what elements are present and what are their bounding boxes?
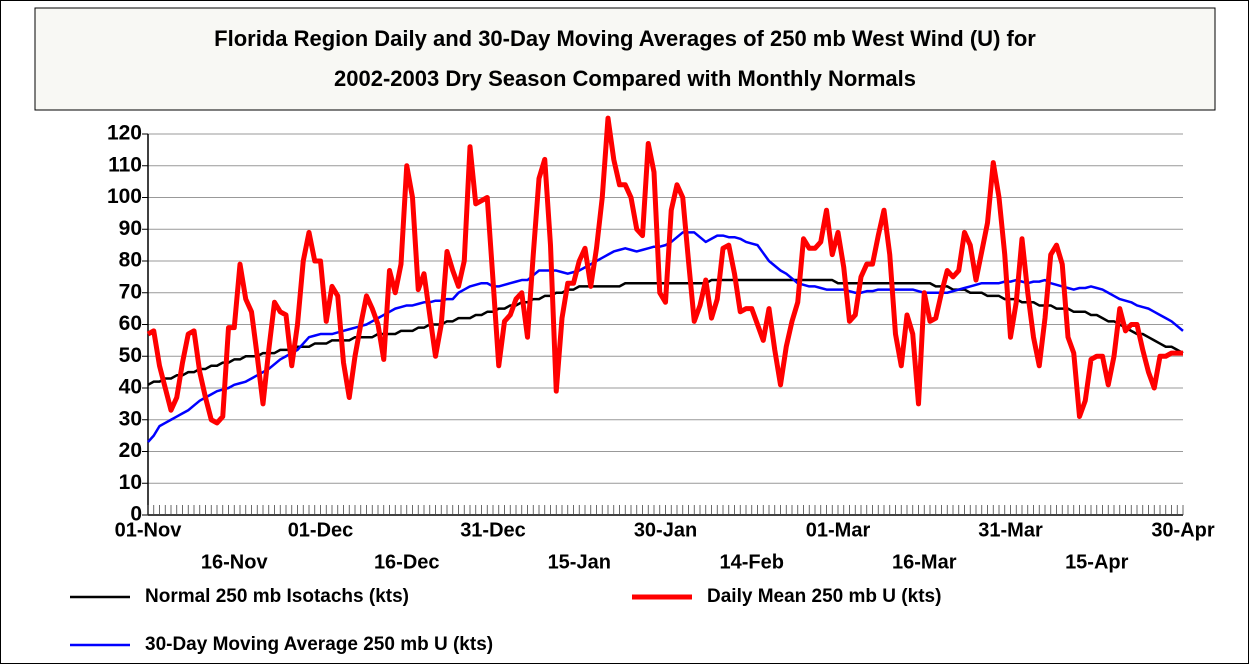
x-tick-label: 30-Jan <box>634 519 697 541</box>
y-tick-label: 0 <box>130 503 142 526</box>
x-tick-label: 15-Jan <box>548 551 611 573</box>
x-tick-label: 01-Mar <box>806 519 871 541</box>
x-tick-label: 15-Apr <box>1065 551 1129 573</box>
title-box <box>34 7 1216 111</box>
x-tick-label: 30-Apr <box>1151 519 1215 541</box>
x-tick-label: 31-Mar <box>978 519 1043 541</box>
y-tick-label: 30 <box>119 407 142 430</box>
y-tick-label: 10 <box>119 471 142 494</box>
y-tick-label: 70 <box>119 280 142 303</box>
x-tick-label: 16-Nov <box>201 551 269 573</box>
y-tick-label: 110 <box>108 153 142 176</box>
x-tick-label: 16-Mar <box>892 551 957 573</box>
y-tick-label: 20 <box>119 439 142 462</box>
y-tick-label: 100 <box>107 185 142 208</box>
x-tick-label: 31-Dec <box>460 519 526 541</box>
x-tick-label: 01-Nov <box>115 519 183 541</box>
y-tick-label: 50 <box>119 344 142 367</box>
legend-label: Normal 250 mb Isotachs (kts) <box>145 586 409 607</box>
chart-title: 2002-2003 Dry Season Compared with Month… <box>334 66 916 91</box>
series-line <box>147 231 1184 443</box>
y-tick-label: 120 <box>107 122 142 145</box>
chart-title: Florida Region Daily and 30-Day Moving A… <box>214 26 1036 51</box>
x-tick-label: 16-Dec <box>374 551 440 573</box>
legend-label: 30-Day Moving Average 250 mb U (kts) <box>145 634 493 655</box>
series-line <box>146 115 1183 426</box>
y-tick-label: 60 <box>119 312 142 335</box>
x-tick-label: 14-Feb <box>720 551 784 573</box>
y-tick-label: 80 <box>119 249 142 272</box>
y-tick-label: 90 <box>119 217 142 240</box>
x-tick-label: 01-Dec <box>288 519 354 541</box>
y-tick-label: 40 <box>119 376 142 399</box>
legend-label: Daily Mean 250 mb U (kts) <box>707 586 941 607</box>
